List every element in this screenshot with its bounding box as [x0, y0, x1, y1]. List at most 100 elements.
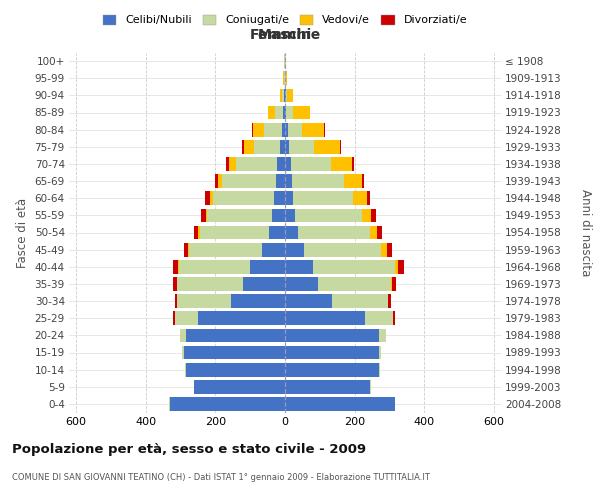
Bar	[185, 363, 186, 376]
Bar	[285, 157, 290, 171]
Bar	[243, 277, 285, 291]
Bar	[362, 174, 364, 188]
Bar	[285, 174, 292, 188]
Bar	[293, 192, 353, 205]
Bar	[186, 328, 285, 342]
Legend: Celibi/Nubili, Coniugati/e, Vedovi/e, Divorziati/e: Celibi/Nubili, Coniugati/e, Vedovi/e, Di…	[100, 12, 470, 28]
Bar	[298, 226, 370, 239]
Bar	[392, 277, 397, 291]
Bar	[282, 88, 284, 102]
Bar	[242, 140, 244, 153]
Bar	[285, 260, 313, 274]
Bar	[292, 174, 344, 188]
Bar	[173, 312, 175, 325]
Bar	[231, 294, 285, 308]
Bar	[226, 157, 229, 171]
Bar	[370, 380, 371, 394]
Bar	[244, 140, 254, 153]
Bar	[394, 312, 395, 325]
Bar	[367, 192, 370, 205]
Bar	[331, 157, 352, 171]
Bar	[194, 380, 285, 394]
Bar	[370, 226, 377, 239]
Bar	[362, 208, 371, 222]
Bar	[285, 192, 293, 205]
Bar	[285, 294, 332, 308]
Y-axis label: Fasce di età: Fasce di età	[16, 198, 29, 268]
Bar	[313, 260, 395, 274]
Bar	[391, 277, 392, 291]
Bar	[285, 397, 395, 411]
Bar	[208, 208, 272, 222]
Bar	[275, 174, 285, 188]
Bar	[189, 243, 262, 256]
Bar	[285, 208, 295, 222]
Bar	[280, 88, 282, 102]
Bar	[288, 123, 302, 136]
Bar	[184, 346, 285, 360]
Bar	[295, 208, 362, 222]
Bar	[285, 226, 298, 239]
Bar	[250, 260, 285, 274]
Bar	[229, 157, 236, 171]
Bar	[236, 157, 277, 171]
Bar	[285, 123, 288, 136]
Bar	[210, 192, 213, 205]
Bar	[379, 328, 386, 342]
Y-axis label: Anni di nascita: Anni di nascita	[578, 189, 592, 276]
Bar	[395, 260, 398, 274]
Bar	[314, 140, 340, 153]
Bar	[218, 174, 221, 188]
Bar	[290, 157, 331, 171]
Bar	[194, 226, 198, 239]
Bar	[221, 174, 275, 188]
Bar	[213, 192, 274, 205]
Bar	[177, 277, 243, 291]
Bar	[284, 88, 285, 102]
Bar	[215, 174, 218, 188]
Bar	[285, 328, 379, 342]
Bar	[371, 208, 376, 222]
Bar	[287, 88, 293, 102]
Bar	[285, 243, 304, 256]
Bar	[285, 363, 379, 376]
Bar	[175, 294, 176, 308]
Bar	[285, 312, 365, 325]
Text: Femmine: Femmine	[250, 28, 321, 42]
Bar	[286, 88, 287, 102]
Bar	[173, 260, 178, 274]
Bar	[388, 294, 391, 308]
Bar	[302, 123, 325, 136]
Bar	[344, 174, 362, 188]
Bar	[285, 380, 370, 394]
Bar	[175, 312, 198, 325]
Bar	[281, 123, 285, 136]
Bar	[200, 226, 269, 239]
Bar	[353, 192, 367, 205]
Text: COMUNE DI SAN GIOVANNI TEATINO (CH) - Dati ISTAT 1° gennaio 2009 - Elaborazione : COMUNE DI SAN GIOVANNI TEATINO (CH) - Da…	[12, 472, 430, 482]
Bar	[170, 397, 285, 411]
Bar	[377, 226, 382, 239]
Bar	[285, 140, 289, 153]
Bar	[173, 277, 176, 291]
Bar	[285, 346, 379, 360]
Bar	[178, 260, 179, 274]
Text: Maschi: Maschi	[258, 28, 312, 42]
Bar	[198, 226, 200, 239]
Bar	[188, 243, 189, 256]
Bar	[318, 277, 391, 291]
Bar	[285, 277, 318, 291]
Bar	[206, 208, 208, 222]
Bar	[304, 243, 381, 256]
Bar	[387, 243, 392, 256]
Bar	[274, 192, 285, 205]
Bar	[205, 192, 210, 205]
Bar	[253, 123, 264, 136]
Bar	[289, 140, 314, 153]
Bar	[262, 243, 285, 256]
Bar	[293, 106, 310, 120]
Bar	[379, 363, 380, 376]
Bar	[283, 106, 285, 120]
Bar	[254, 140, 280, 153]
Text: Popolazione per età, sesso e stato civile - 2009: Popolazione per età, sesso e stato civil…	[12, 442, 366, 456]
